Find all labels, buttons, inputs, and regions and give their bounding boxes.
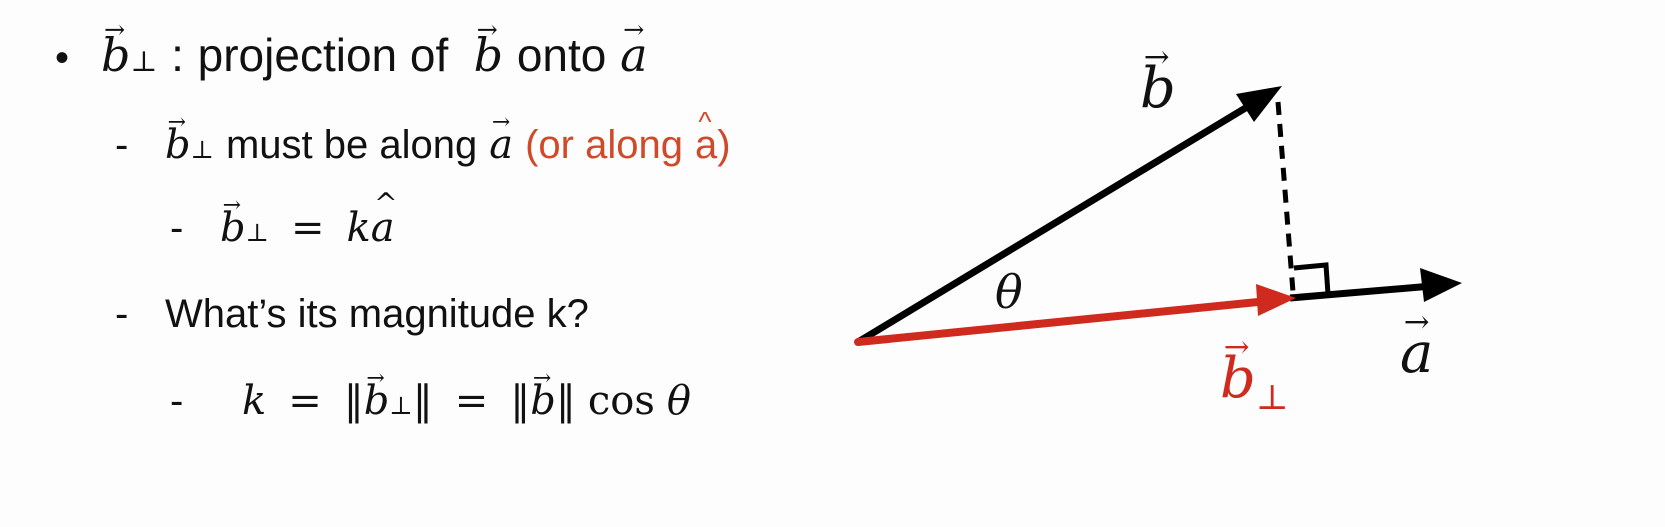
label-theta: θ xyxy=(995,265,1023,319)
hat-accent-icon: ^ xyxy=(698,105,712,137)
vector-b-perp: b → xyxy=(220,195,246,251)
perp-subscript: ⊥ xyxy=(130,45,158,78)
vector-b-perp: b → xyxy=(1220,332,1256,411)
magnitude-question-text: What’s its magnitude k? xyxy=(165,292,589,336)
arrow-accent-icon: → xyxy=(476,14,498,44)
sub-sub-bullet-magnitude-formula: - k = ‖ b → ⊥ ‖ = ‖ b → ‖ cos θ xyxy=(170,368,691,424)
label-vector-b: b → xyxy=(1140,42,1176,121)
vector-b-perp: b → xyxy=(165,112,191,168)
vector-b-line xyxy=(854,94,1266,346)
dash-marker: - xyxy=(170,206,184,250)
projection-vector-arrowhead xyxy=(1256,284,1296,316)
theta-symbol: θ xyxy=(666,378,691,424)
arrow-accent-icon: → xyxy=(1223,329,1250,366)
projection-vector-line xyxy=(854,297,1272,346)
vector-b-base: b xyxy=(1220,346,1256,411)
vector-a-line xyxy=(1289,282,1433,302)
arrow-accent-icon: → xyxy=(491,110,511,136)
bullet-projection-definition: • b → ⊥ : projection of b → onto a → xyxy=(55,16,648,82)
colon: : xyxy=(171,29,184,81)
dash-marker: - xyxy=(115,123,129,167)
k-symbol: k xyxy=(346,205,371,251)
vector-b-base: b xyxy=(530,378,556,424)
or-along-note: (or along a ^) xyxy=(525,107,731,168)
vector-b-base: b xyxy=(165,122,191,168)
equals-sign: = xyxy=(288,378,322,424)
perpendicular-dashed-line xyxy=(1275,101,1296,293)
vector-b-base: b xyxy=(220,205,246,251)
dash-marker: - xyxy=(170,379,184,423)
unit-vector-a-hat: a ^ xyxy=(694,107,718,168)
sub-bullet-direction: - b → ⊥ must be along a → (or along a ^) xyxy=(115,107,731,168)
label-vector-a: a → xyxy=(1400,307,1434,386)
hat-accent-icon: ^ xyxy=(374,186,398,220)
vector-a: a → xyxy=(489,112,514,168)
arrow-accent-icon: → xyxy=(1403,304,1430,341)
equals-sign: = xyxy=(454,378,489,424)
cos-function: cos xyxy=(587,378,655,424)
vector-b: b → xyxy=(473,16,504,82)
vector-b-base: b xyxy=(473,28,504,82)
k-symbol: k xyxy=(242,378,267,424)
dash-marker: - xyxy=(115,292,129,336)
vector-b-base: b xyxy=(363,378,390,424)
vector-a: a → xyxy=(620,16,648,82)
arrow-accent-icon: → xyxy=(1143,39,1170,76)
sub-bullet-magnitude-question: - What’s its magnitude k? xyxy=(115,292,589,337)
close-paren: ) xyxy=(717,123,731,167)
perp-subscript: ⊥ xyxy=(389,391,413,420)
perp-subscript: ⊥ xyxy=(190,135,214,164)
arrow-accent-icon: → xyxy=(532,366,552,392)
vector-b-perp: b → xyxy=(101,16,131,82)
vector-b: b → xyxy=(1140,42,1176,121)
vector-b-base: b xyxy=(1140,56,1176,121)
vector-b: b → xyxy=(530,368,556,424)
vector-b-perp: b → xyxy=(363,368,390,424)
bullet-dot: • xyxy=(55,36,70,80)
label-projection-b-perp: b → ⊥ xyxy=(1220,332,1289,419)
unit-vector-a-hat: a ^ xyxy=(370,189,398,251)
vector-a: a → xyxy=(1400,307,1434,386)
equals-sign: = xyxy=(290,205,325,251)
a-hat-base: a xyxy=(370,205,395,251)
bullet-list: • b → ⊥ : projection of b → onto a → - b → ⊥ m… xyxy=(55,16,731,424)
sub-sub-bullet-equation: - b → ⊥ = k a ^ xyxy=(170,189,398,251)
onto-text: onto xyxy=(516,29,607,81)
perp-subscript: ⊥ xyxy=(1255,378,1289,419)
arrow-accent-icon: → xyxy=(167,110,187,136)
vector-a-arrowhead xyxy=(1420,268,1462,302)
norm-open: ‖ xyxy=(343,378,364,424)
or-along-text: (or along xyxy=(525,123,683,167)
perp-subscript: ⊥ xyxy=(245,218,269,247)
arrow-accent-icon: → xyxy=(623,14,645,44)
must-be-along-text: must be along xyxy=(225,123,478,167)
right-angle-marker xyxy=(1293,262,1331,295)
norm-open: ‖ xyxy=(510,378,531,424)
arrow-accent-icon: → xyxy=(366,366,385,392)
arrow-accent-icon: → xyxy=(222,193,242,219)
norm-close: ‖ xyxy=(555,378,576,424)
vector-b-base: b xyxy=(101,28,131,82)
arrow-accent-icon: → xyxy=(104,14,126,44)
vector-a-base: a xyxy=(620,28,648,82)
vector-b-arrowhead xyxy=(1236,86,1282,122)
projection-diagram xyxy=(854,86,1462,346)
vector-a-base: a xyxy=(1400,321,1434,386)
theta-symbol: θ xyxy=(995,265,1023,319)
vector-a-base: a xyxy=(489,122,514,168)
projection-text: projection of xyxy=(197,29,449,81)
a-hat-base: a xyxy=(694,123,718,167)
norm-close: ‖ xyxy=(412,378,433,424)
